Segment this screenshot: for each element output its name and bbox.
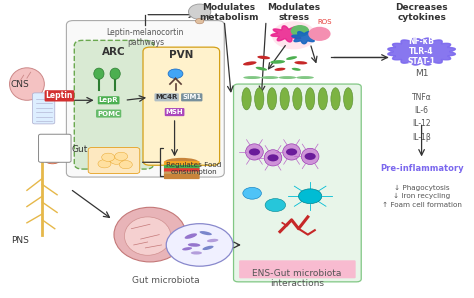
Ellipse shape bbox=[243, 76, 261, 79]
FancyBboxPatch shape bbox=[234, 84, 361, 282]
Ellipse shape bbox=[110, 68, 120, 79]
FancyBboxPatch shape bbox=[74, 40, 154, 169]
Ellipse shape bbox=[40, 140, 65, 164]
Circle shape bbox=[168, 69, 183, 78]
Ellipse shape bbox=[189, 4, 211, 19]
Text: MC4R: MC4R bbox=[155, 94, 178, 100]
Ellipse shape bbox=[305, 88, 315, 110]
Text: LepR: LepR bbox=[99, 97, 118, 103]
Ellipse shape bbox=[261, 76, 279, 79]
FancyBboxPatch shape bbox=[164, 171, 200, 176]
Text: Leptin: Leptin bbox=[46, 91, 73, 100]
Ellipse shape bbox=[270, 60, 285, 64]
Ellipse shape bbox=[272, 21, 316, 49]
Ellipse shape bbox=[182, 247, 192, 250]
Ellipse shape bbox=[294, 61, 307, 64]
Circle shape bbox=[102, 153, 115, 162]
Ellipse shape bbox=[9, 68, 45, 100]
Text: Decreases
cytokines: Decreases cytokines bbox=[395, 3, 448, 22]
Circle shape bbox=[299, 189, 322, 204]
Text: Gut: Gut bbox=[72, 145, 88, 153]
Circle shape bbox=[308, 27, 330, 41]
Circle shape bbox=[166, 224, 233, 266]
Ellipse shape bbox=[125, 217, 171, 255]
Text: ↓ Phagocytosis
↓ Iron recycling
↑ Foam cell formation: ↓ Phagocytosis ↓ Iron recycling ↑ Foam c… bbox=[382, 184, 462, 208]
Ellipse shape bbox=[301, 148, 319, 164]
Ellipse shape bbox=[195, 18, 204, 24]
FancyBboxPatch shape bbox=[66, 21, 224, 177]
Circle shape bbox=[110, 156, 123, 164]
Circle shape bbox=[265, 198, 285, 212]
Ellipse shape bbox=[255, 88, 264, 110]
Ellipse shape bbox=[242, 88, 251, 110]
Text: SIM1: SIM1 bbox=[182, 94, 201, 100]
FancyBboxPatch shape bbox=[164, 161, 200, 166]
Ellipse shape bbox=[202, 246, 214, 250]
Text: M1: M1 bbox=[415, 69, 428, 78]
Text: Modulates
metabolism: Modulates metabolism bbox=[199, 3, 259, 22]
Ellipse shape bbox=[267, 88, 277, 110]
Text: MSH: MSH bbox=[166, 109, 183, 115]
FancyBboxPatch shape bbox=[88, 148, 140, 173]
Text: ARC: ARC bbox=[102, 46, 126, 57]
Ellipse shape bbox=[318, 88, 328, 110]
Ellipse shape bbox=[344, 88, 353, 110]
Ellipse shape bbox=[274, 68, 285, 71]
Text: PVN: PVN bbox=[169, 49, 193, 60]
Text: TNFα
IL-6
IL-12
IL-1β: TNFα IL-6 IL-12 IL-1β bbox=[412, 93, 431, 142]
Ellipse shape bbox=[280, 88, 289, 110]
Ellipse shape bbox=[184, 233, 197, 239]
Polygon shape bbox=[292, 32, 316, 44]
FancyBboxPatch shape bbox=[164, 174, 200, 179]
Ellipse shape bbox=[257, 56, 270, 59]
FancyBboxPatch shape bbox=[33, 93, 55, 124]
Text: Regulates Food
consumption: Regulates Food consumption bbox=[166, 162, 222, 175]
FancyBboxPatch shape bbox=[38, 134, 71, 162]
Circle shape bbox=[267, 154, 279, 162]
Ellipse shape bbox=[279, 76, 296, 79]
Ellipse shape bbox=[164, 158, 199, 167]
FancyBboxPatch shape bbox=[164, 165, 200, 169]
FancyBboxPatch shape bbox=[239, 260, 356, 278]
Text: PNS: PNS bbox=[11, 236, 28, 245]
Ellipse shape bbox=[296, 76, 314, 79]
Text: NF-κB
TLR-4
STAT-1: NF-κB TLR-4 STAT-1 bbox=[408, 37, 436, 66]
Text: Pre-inflammatory: Pre-inflammatory bbox=[380, 164, 464, 173]
Ellipse shape bbox=[255, 67, 267, 71]
Circle shape bbox=[243, 187, 261, 199]
Ellipse shape bbox=[94, 68, 104, 79]
Ellipse shape bbox=[207, 239, 219, 242]
Ellipse shape bbox=[191, 251, 202, 254]
Ellipse shape bbox=[243, 61, 256, 66]
Circle shape bbox=[119, 161, 132, 169]
Ellipse shape bbox=[331, 88, 340, 110]
Circle shape bbox=[291, 25, 309, 37]
Ellipse shape bbox=[283, 144, 301, 160]
Ellipse shape bbox=[286, 56, 297, 60]
Circle shape bbox=[98, 160, 111, 168]
FancyBboxPatch shape bbox=[143, 47, 219, 165]
FancyBboxPatch shape bbox=[164, 168, 200, 172]
Text: POMC: POMC bbox=[97, 111, 120, 117]
Polygon shape bbox=[388, 38, 456, 65]
Circle shape bbox=[286, 148, 297, 156]
Polygon shape bbox=[271, 26, 303, 42]
Ellipse shape bbox=[292, 68, 301, 71]
Ellipse shape bbox=[293, 88, 302, 110]
Text: Gut microbiota: Gut microbiota bbox=[132, 276, 200, 285]
Text: Leptin-melanocortin
pathways: Leptin-melanocortin pathways bbox=[107, 28, 184, 47]
Ellipse shape bbox=[264, 150, 282, 166]
Ellipse shape bbox=[114, 207, 186, 262]
Circle shape bbox=[305, 153, 316, 160]
Text: ROS: ROS bbox=[317, 19, 332, 25]
Text: Modulates
stress: Modulates stress bbox=[267, 3, 320, 22]
Text: CNS: CNS bbox=[11, 80, 29, 89]
Ellipse shape bbox=[188, 243, 201, 247]
Text: ENS-Gut microbiota
interactions: ENS-Gut microbiota interactions bbox=[253, 269, 342, 288]
Ellipse shape bbox=[246, 144, 263, 160]
Ellipse shape bbox=[200, 231, 212, 235]
Circle shape bbox=[115, 152, 128, 161]
Circle shape bbox=[249, 148, 260, 156]
